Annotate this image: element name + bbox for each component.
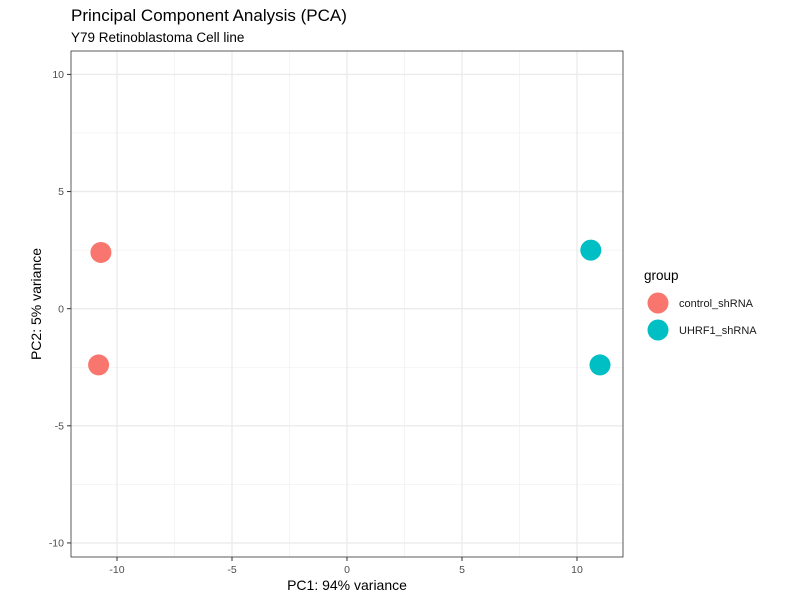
y-tick-label: -10	[49, 538, 64, 550]
data-point-control-shrna	[88, 354, 110, 376]
legend-label-control-shrna: control_shRNA	[679, 298, 754, 310]
x-tick-label: 0	[344, 564, 350, 576]
data-point-control-shrna	[90, 241, 112, 263]
y-tick-label: 0	[58, 303, 64, 315]
legend: group control_shRNA UHRF1_shRNA	[644, 268, 757, 341]
y-tick-label: 5	[58, 186, 64, 198]
x-tick-label: -5	[227, 564, 236, 576]
data-points	[88, 239, 611, 376]
data-point-uhrf1-shrna	[580, 239, 602, 261]
grid	[71, 51, 623, 557]
x-axis-title: PC1: 94% variance	[287, 577, 407, 593]
y-tick-label: -5	[55, 420, 64, 432]
data-point-uhrf1-shrna	[589, 354, 611, 376]
legend-label-uhrf1-shrna: UHRF1_shRNA	[679, 325, 757, 337]
x-tick-label: 5	[459, 564, 465, 576]
y-axis-title: PC2: 5% variance	[28, 248, 44, 360]
y-tick-label: 10	[52, 69, 64, 81]
x-tick-label: -10	[109, 564, 124, 576]
axis-ticks	[67, 73, 578, 561]
legend-key-uhrf1-shrna	[647, 319, 669, 341]
chart-subtitle: Y79 Retinoblastoma Cell line	[71, 30, 244, 45]
legend-key-control-shrna	[647, 292, 669, 314]
axis-tick-labels: -10 -5 0 5 10 -10 -5 0 5 10	[49, 69, 583, 576]
legend-title: group	[644, 268, 679, 283]
chart-title: Principal Component Analysis (PCA)	[71, 6, 347, 25]
x-tick-label: 10	[571, 564, 583, 576]
